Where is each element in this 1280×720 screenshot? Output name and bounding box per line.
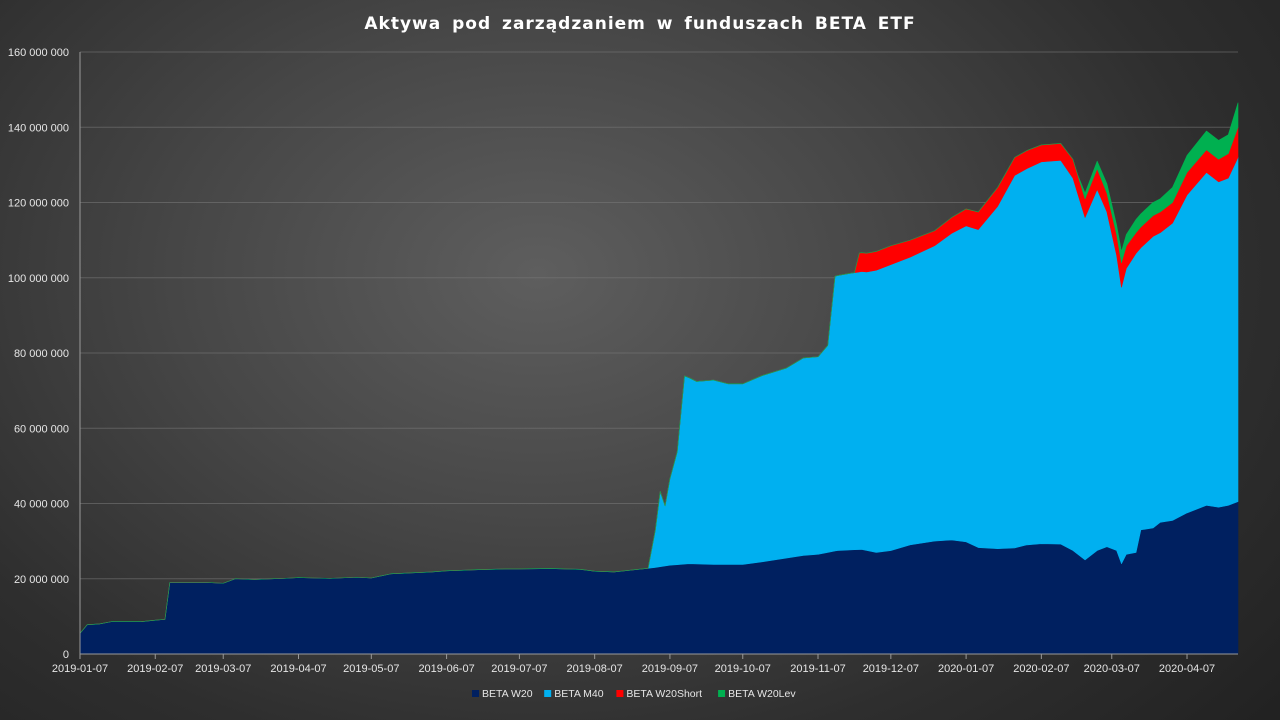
x-tick-label: 2019-08-07 — [567, 663, 623, 675]
y-tick-label: 80 000 000 — [14, 348, 69, 360]
chart-title: Aktywa pod zarządzaniem w funduszach BET… — [364, 14, 915, 34]
x-tick-label: 2019-04-07 — [270, 663, 326, 675]
legend-item: BETA W20Short — [616, 688, 702, 700]
x-tick-label: 2019-09-07 — [642, 663, 698, 675]
y-axis-ticks: 0 20 000 000 40 000 000 60 000 000 80 000 00… — [8, 47, 69, 661]
legend-label: BETA W20 — [482, 688, 533, 700]
legend: BETA W20 BETA M40 BETA W20Short BETA W20Lev — [472, 688, 796, 700]
y-tick-label: 40 000 000 — [14, 499, 69, 511]
x-tick-label: 2019-03-07 — [195, 663, 251, 675]
legend-item: BETA W20Lev — [718, 688, 796, 700]
legend-swatch — [616, 690, 624, 697]
x-tick-label: 2019-05-07 — [343, 663, 399, 675]
x-axis-ticks: 2019-01-07 2019-02-07 2019-03-07 2019-04-07… — [52, 654, 1215, 675]
legend-label: BETA W20Lev — [728, 688, 796, 700]
x-tick-label: 2019-11-07 — [790, 663, 845, 675]
legend-label: BETA W20Short — [626, 688, 702, 700]
legend-swatch — [544, 690, 552, 697]
y-tick-label: 60 000 000 — [14, 423, 69, 435]
y-tick-label: 140 000 000 — [8, 122, 69, 134]
x-tick-label: 2020-03-07 — [1084, 663, 1140, 675]
x-tick-label: 2019-01-07 — [52, 663, 108, 675]
legend-item: BETA W20 — [472, 688, 533, 700]
y-tick-label: 160 000 000 — [8, 47, 69, 59]
grid-lines — [80, 51, 1238, 580]
y-tick-label: 20 000 000 — [14, 574, 69, 586]
x-tick-label: 2019-02-07 — [127, 663, 183, 675]
y-tick-label: 100 000 000 — [8, 273, 69, 285]
x-tick-label: 2020-02-07 — [1013, 663, 1069, 675]
area-series — [79, 102, 1239, 655]
x-tick-label: 2020-04-07 — [1159, 663, 1215, 675]
x-tick-label: 2019-07-07 — [491, 663, 547, 675]
y-tick-label: 120 000 000 — [8, 198, 69, 210]
y-tick-label: 0 — [63, 649, 69, 661]
x-tick-label: 2020-01-07 — [938, 663, 994, 675]
legend-swatch — [472, 690, 479, 697]
area-series-beta-w20lev — [79, 102, 1239, 634]
axes — [79, 52, 1238, 655]
legend-swatch — [718, 690, 726, 697]
legend-label: BETA M40 — [554, 688, 604, 700]
legend-item: BETA M40 — [544, 688, 604, 700]
x-tick-label: 2019-06-07 — [418, 663, 474, 675]
x-tick-label: 2019-12-07 — [863, 663, 919, 675]
x-tick-label: 2019-10-07 — [715, 663, 771, 675]
